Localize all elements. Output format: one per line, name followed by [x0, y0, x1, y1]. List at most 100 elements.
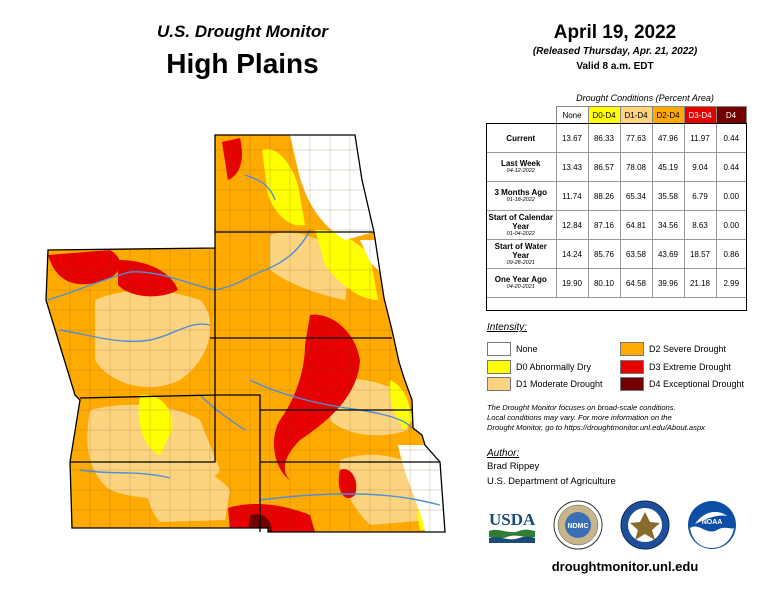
- legend-swatch: [487, 360, 511, 374]
- table-cell: 65.34: [619, 181, 652, 211]
- nidis-seal-logo: [620, 500, 670, 550]
- legend-swatch: [620, 360, 644, 374]
- table-cell: 87.16: [587, 210, 620, 240]
- row-date: 04-12-2022: [506, 168, 535, 174]
- d3-area-kansas-central: [338, 469, 357, 499]
- svg-text:USDA: USDA: [489, 510, 536, 529]
- legend-swatch: [487, 342, 511, 356]
- table-cell: 0.00: [715, 210, 746, 240]
- d3-area-nebraska: [273, 314, 360, 480]
- table-cell: 77.63: [619, 123, 652, 153]
- column-header: D2-D4: [651, 106, 685, 124]
- table-cell: 11.97: [683, 123, 716, 153]
- table-cell: 88.26: [587, 181, 620, 211]
- legend-title: Intensity:: [487, 322, 528, 333]
- ndmc-logo: NDMC: [553, 500, 603, 550]
- table-cell: 45.19: [651, 152, 684, 182]
- table-cell: 14.24: [555, 239, 588, 269]
- note-line: Local conditions may vary. For more info…: [487, 413, 672, 422]
- table-row: Last Week 04-12-2022 13.43 86.57 78.08 45.19 9…: [486, 152, 746, 182]
- row-label-text: Start of Water Year: [494, 241, 547, 260]
- table-cell: 18.57: [683, 239, 716, 269]
- column-header: None: [555, 106, 589, 124]
- header-blank: [486, 106, 556, 124]
- no-drought-north-dakota: [290, 135, 374, 240]
- d0-area-north-dakota: [262, 149, 305, 226]
- county-grid: [48, 135, 445, 532]
- d0-area-nebraska-se: [389, 380, 412, 430]
- table-row: Start of Calendar Year 01-04-2022 12.84 87.…: [486, 210, 746, 240]
- legend-label: D4 Exceptional Drought: [649, 379, 745, 389]
- drought-conditions-table: None D0-D4 D1-D4 D2-D4 D3-D4 D4 Current 1…: [486, 106, 747, 298]
- table-row: One Year Ago 04-20-2021 19.90 80.10 64.58 39.…: [486, 268, 746, 298]
- row-date: 09-28-2021: [506, 259, 535, 266]
- table-row: 3 Months Ago 01-18-2022 11.74 88.26 65.34 35.…: [486, 181, 746, 211]
- legend-label: None: [516, 344, 538, 354]
- d3-area-montana-nw: [48, 250, 121, 285]
- table-cell: 2.99: [715, 268, 746, 298]
- column-header: D3-D4: [683, 106, 717, 124]
- row-label: 3 Months Ago 01-18-2022: [486, 182, 556, 211]
- row-label: Current: [486, 124, 556, 153]
- legend-label: D1 Moderate Drought: [516, 379, 603, 389]
- table-cell: 47.96: [651, 123, 684, 153]
- table-cell: 0.44: [715, 123, 746, 153]
- rivers: [47, 174, 441, 506]
- note-line: Drought Monitor, go to https://droughtmo…: [487, 423, 705, 432]
- table-cell: 64.58: [619, 268, 652, 298]
- row-date: 01-18-2022: [506, 197, 535, 203]
- table-cell: 35.58: [651, 181, 684, 211]
- table-cell: 8.63: [683, 210, 716, 240]
- legend-item-d4: D4 Exceptional Drought: [620, 377, 744, 391]
- row-date: 04-20-2021: [506, 284, 535, 290]
- table-cell: 34.56: [651, 210, 684, 240]
- table-cell: 85.76: [587, 239, 620, 269]
- row-label: Start of Water Year 09-28-2021: [486, 240, 556, 269]
- row-label: One Year Ago 04-20-2021: [486, 269, 556, 298]
- legend-swatch: [620, 342, 644, 356]
- legend-label: D3 Extreme Drought: [649, 362, 732, 372]
- column-header: D1-D4: [619, 106, 653, 124]
- table-cell: 9.04: [683, 152, 716, 182]
- column-header: D0-D4: [587, 106, 621, 124]
- table-caption: Drought Conditions (Percent Area): [576, 93, 714, 103]
- table-cell: 0.00: [715, 181, 746, 211]
- legend-swatch: [487, 377, 511, 391]
- d3-area-montana-n: [118, 260, 178, 297]
- row-label-text: Current: [506, 133, 536, 143]
- table-cell: 86.57: [587, 152, 620, 182]
- legend-item-d3: D3 Extreme Drought: [620, 360, 731, 374]
- table-header-row: None D0-D4 D1-D4 D2-D4 D3-D4 D4: [486, 106, 747, 124]
- drought-map: [45, 134, 446, 533]
- author-title: Author:: [487, 448, 520, 459]
- valid-time: Valid 8 a.m. EDT: [576, 61, 654, 72]
- legend-label: D0 Abnormally Dry: [516, 362, 592, 372]
- table-cell: 21.18: [683, 268, 716, 298]
- d3-area-ne-dakota: [222, 138, 242, 180]
- legend-label: D2 Severe Drought: [649, 344, 727, 354]
- author-name: Brad Rippey: [487, 461, 540, 472]
- row-label-text: 3 Months Ago: [494, 188, 548, 197]
- author-org: U.S. Department of Agriculture: [487, 476, 616, 487]
- table-row: Start of Water Year 09-28-2021 14.24 85.76 6…: [486, 239, 746, 269]
- table-cell: 43.69: [651, 239, 684, 269]
- map-date: April 19, 2022: [553, 22, 677, 43]
- legend-item-d2: D2 Severe Drought: [620, 342, 726, 356]
- row-label-text: One Year Ago: [494, 275, 547, 284]
- table-cell: 78.08: [619, 152, 652, 182]
- table-cell: 86.33: [587, 123, 620, 153]
- table-cell: 11.74: [555, 181, 588, 211]
- row-label: Last Week 04-12-2022: [486, 153, 556, 182]
- table-cell: 80.10: [587, 268, 620, 298]
- row-label: Start of Calendar Year 01-04-2022: [486, 211, 556, 240]
- legend-item-none: None: [487, 342, 538, 356]
- column-header: D4: [715, 106, 747, 124]
- usda-logo: USDA: [489, 510, 536, 543]
- footer-url[interactable]: droughtmonitor.unl.edu: [551, 559, 699, 574]
- no-drought-kansas-east: [398, 445, 445, 532]
- d1-area-colorado-west: [147, 466, 230, 522]
- disclaimer-note: The Drought Monitor focuses on broad-sca…: [487, 403, 757, 433]
- table-cell: 6.79: [683, 181, 716, 211]
- svg-text:NOAA: NOAA: [702, 519, 723, 526]
- table-cell: 0.44: [715, 152, 746, 182]
